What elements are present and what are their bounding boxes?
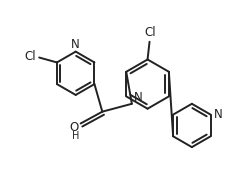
Text: H: H	[72, 131, 79, 141]
Text: Cl: Cl	[145, 26, 156, 39]
Text: Cl: Cl	[25, 50, 36, 63]
Text: N: N	[71, 38, 80, 51]
Text: O: O	[69, 121, 78, 134]
Text: N: N	[214, 108, 223, 121]
Text: N: N	[133, 91, 142, 104]
